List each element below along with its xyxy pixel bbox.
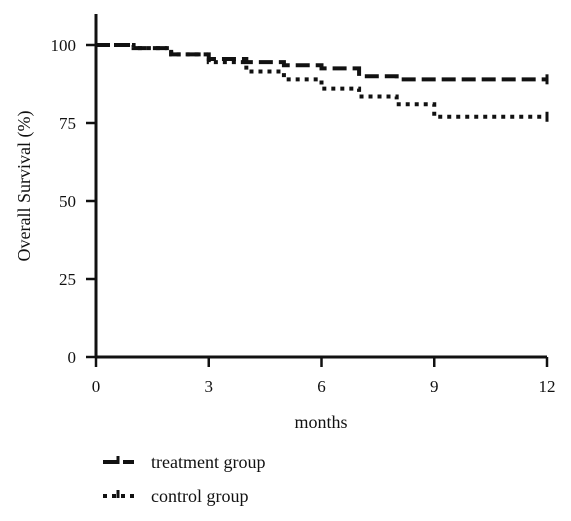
x-axis-title: months [294,412,347,432]
series-line-control-group [96,43,547,119]
y-tick-label: 25 [59,270,76,289]
legend-item: treatment group [103,452,265,472]
x-tick-label: 9 [430,377,439,396]
x-tick-label: 0 [92,377,101,396]
series-line-treatment-group [96,43,547,82]
plot-area [96,43,549,122]
legend-label: control group [151,486,248,506]
x-tick-label: 12 [539,377,556,396]
x-tick-label: 6 [317,377,326,396]
legend-label: treatment group [151,452,265,472]
legend: treatment group control group [103,452,265,506]
x-tick-label: 3 [205,377,214,396]
y-tick-label: 75 [59,114,76,133]
y-axis-title: Overall Survival (%) [14,111,35,262]
y-tick-label: 50 [59,192,76,211]
y-tick-label: 100 [51,36,77,55]
ticks: 0 3 6 9 12 0 25 50 75 100 [51,36,556,396]
y-tick-label: 0 [68,348,77,367]
legend-item: control group [103,486,248,506]
